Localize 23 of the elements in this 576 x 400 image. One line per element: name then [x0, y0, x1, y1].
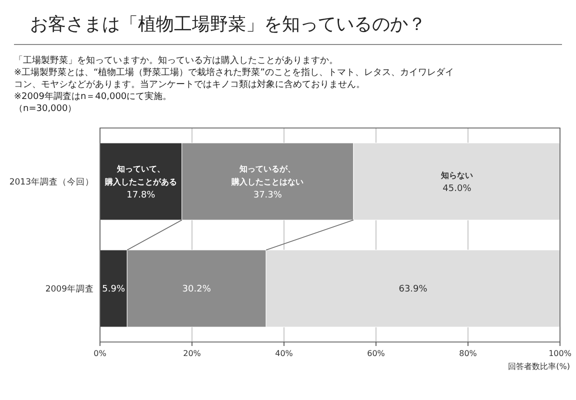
data-label: 63.9% — [398, 284, 428, 294]
y-tick-label: 2013年調査（今回） — [9, 176, 94, 188]
x-axis-title: 回答者数比率(%) — [508, 362, 570, 371]
y-tick-label: 2009年調査 — [45, 284, 94, 294]
x-tick-label: 0% — [94, 349, 107, 358]
series-label: 知らない — [440, 171, 473, 180]
data-label: 5.9% — [102, 284, 126, 294]
data-label: 45.0% — [442, 184, 472, 194]
x-tick-label: 40% — [275, 349, 294, 358]
x-tick-label: 20% — [183, 349, 202, 358]
x-tick-label: 80% — [459, 349, 478, 358]
text: （n=30,000） — [14, 103, 78, 115]
text: ※2009年調査はn＝40,000にて実施。 — [14, 91, 173, 103]
data-label: 17.8% — [126, 190, 156, 200]
x-tick-label: 60% — [367, 349, 386, 358]
series-label: 知っていて、購入したことがある — [104, 164, 177, 186]
data-label: 37.3% — [253, 190, 282, 200]
chart-title: お客さまは「植物工場野菜」を知っているのか？ — [30, 13, 426, 36]
text: ※工場製野菜とは、“植物工場（野菜工場）で栽培された野菜”のことを指し、トマト、レタス、カイワレダイコン、モヤシなどがあります。当アンケートではキノコ類は対象に含めておりません。 — [14, 67, 454, 91]
series-label: 知っているが、購入したことはない — [230, 164, 304, 186]
chart-subtitle: 「工場製野菜」を知っていますか。知っている方は購入したことがありますか。 — [14, 55, 339, 67]
data-label: 30.2% — [182, 284, 212, 294]
x-tick-label: 100% — [548, 349, 572, 358]
